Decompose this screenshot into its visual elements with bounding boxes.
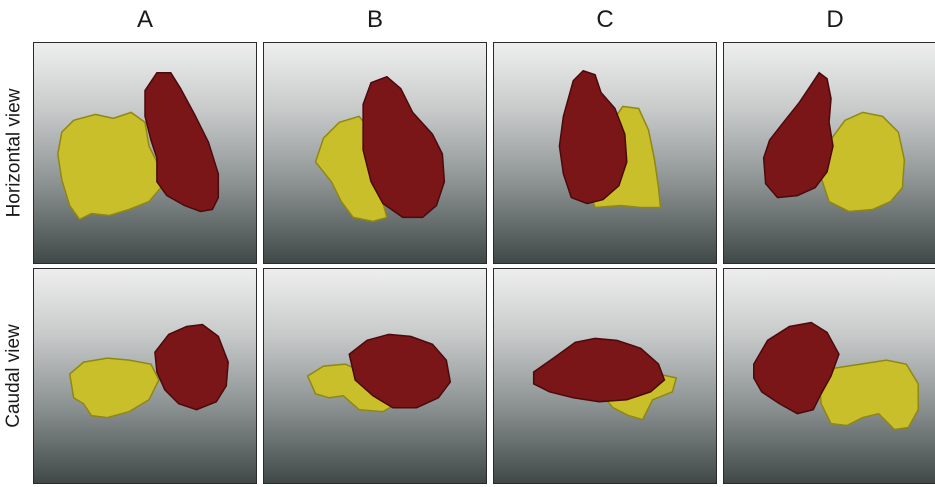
panel-d-horizontal bbox=[723, 42, 935, 264]
panel-a-horizontal bbox=[33, 42, 257, 264]
panel-a-caudal bbox=[33, 268, 257, 484]
yellow-structure bbox=[820, 111, 906, 213]
column-label-b: B bbox=[366, 6, 383, 33]
red-structure bbox=[558, 69, 628, 205]
panel-a-caudal-render bbox=[68, 323, 229, 419]
row-label-caudal-view: Caudal view bbox=[0, 268, 28, 484]
red-structure bbox=[762, 71, 834, 199]
red-structure bbox=[362, 75, 446, 219]
yellow-structure bbox=[818, 359, 919, 431]
red-structure bbox=[532, 337, 666, 403]
row-label-horizontal-view: Horizontal view bbox=[0, 42, 28, 264]
panel-a-horizontal-render bbox=[57, 71, 220, 221]
column-label-a: A bbox=[136, 6, 153, 33]
panel-c-caudal-render bbox=[532, 337, 678, 421]
panel-d-horizontal-render bbox=[762, 71, 906, 213]
column-label-c: C bbox=[596, 6, 614, 33]
red-structure bbox=[753, 321, 840, 415]
row-label-horizontal-text: Horizontal view bbox=[3, 88, 25, 218]
row-label-caudal-text: Caudal view bbox=[3, 324, 24, 428]
red-structure bbox=[154, 323, 229, 411]
panel-b-horizontal-render bbox=[314, 75, 446, 223]
panel-c-horizontal bbox=[493, 42, 717, 264]
panel-c-caudal bbox=[493, 268, 717, 484]
panel-d-caudal bbox=[723, 268, 935, 484]
yellow-structure bbox=[57, 111, 162, 221]
panel-d-caudal-render bbox=[753, 321, 919, 431]
panel-b-caudal bbox=[263, 268, 487, 484]
yellow-structure bbox=[68, 357, 160, 419]
panel-b-horizontal bbox=[263, 42, 487, 264]
panel-b-caudal-render bbox=[306, 333, 452, 413]
yellow-structure bbox=[306, 363, 399, 413]
panel-c-horizontal-render bbox=[558, 69, 662, 209]
red-structure bbox=[144, 71, 220, 213]
red-structure bbox=[348, 333, 452, 409]
column-label-d: D bbox=[826, 6, 844, 33]
